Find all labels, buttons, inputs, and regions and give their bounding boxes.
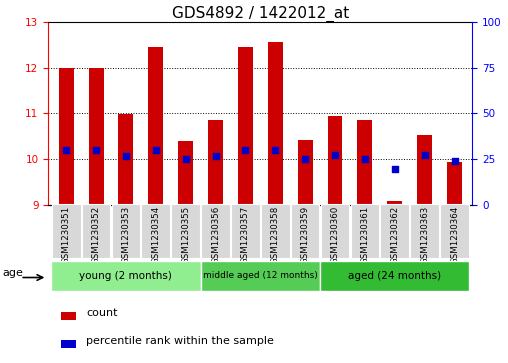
Point: [391, 167, 399, 172]
Text: GSM1230363: GSM1230363: [420, 206, 429, 264]
Bar: [417, 135, 432, 205]
FancyBboxPatch shape: [141, 204, 170, 258]
Text: GSM1230357: GSM1230357: [241, 206, 250, 264]
Point: [181, 156, 189, 162]
Bar: [59, 68, 74, 205]
Bar: [298, 140, 312, 205]
FancyBboxPatch shape: [351, 204, 379, 258]
Point: [241, 147, 249, 153]
Point: [421, 152, 429, 158]
Bar: [88, 68, 104, 205]
FancyBboxPatch shape: [231, 204, 260, 258]
Point: [122, 153, 130, 159]
Point: [331, 152, 339, 158]
Text: GSM1230360: GSM1230360: [331, 206, 339, 264]
Point: [211, 153, 219, 159]
Point: [62, 147, 70, 153]
Text: GSM1230359: GSM1230359: [301, 206, 310, 264]
FancyBboxPatch shape: [201, 261, 320, 290]
Text: GSM1230362: GSM1230362: [390, 206, 399, 264]
FancyBboxPatch shape: [261, 204, 290, 258]
Text: percentile rank within the sample: percentile rank within the sample: [86, 336, 274, 346]
Bar: [208, 120, 223, 205]
Point: [301, 156, 309, 162]
Point: [451, 158, 459, 164]
FancyBboxPatch shape: [380, 204, 409, 258]
FancyBboxPatch shape: [410, 204, 439, 258]
Text: GSM1230364: GSM1230364: [450, 206, 459, 264]
Bar: [118, 114, 134, 205]
Point: [92, 147, 100, 153]
FancyBboxPatch shape: [321, 204, 350, 258]
FancyBboxPatch shape: [51, 261, 201, 290]
FancyBboxPatch shape: [52, 204, 81, 258]
Text: young (2 months): young (2 months): [79, 271, 172, 281]
Text: GSM1230351: GSM1230351: [61, 206, 71, 264]
Text: GSM1230352: GSM1230352: [91, 206, 101, 264]
Bar: [268, 42, 283, 205]
Bar: [61, 339, 76, 348]
FancyBboxPatch shape: [112, 204, 140, 258]
FancyBboxPatch shape: [201, 204, 230, 258]
Bar: [447, 162, 462, 205]
Text: GSM1230358: GSM1230358: [271, 206, 280, 264]
Point: [271, 147, 279, 153]
Bar: [178, 141, 193, 205]
Text: GSM1230354: GSM1230354: [151, 206, 161, 264]
Title: GDS4892 / 1422012_at: GDS4892 / 1422012_at: [172, 5, 349, 22]
Bar: [387, 200, 402, 205]
Text: count: count: [86, 308, 118, 318]
Text: middle aged (12 months): middle aged (12 months): [203, 272, 318, 280]
FancyBboxPatch shape: [171, 204, 200, 258]
Bar: [358, 120, 372, 205]
Bar: [148, 47, 163, 205]
FancyBboxPatch shape: [440, 204, 469, 258]
Bar: [328, 116, 342, 205]
Bar: [61, 312, 76, 320]
FancyBboxPatch shape: [291, 204, 320, 258]
Text: GSM1230355: GSM1230355: [181, 206, 190, 264]
Text: age: age: [3, 268, 23, 278]
Text: GSM1230353: GSM1230353: [121, 206, 131, 264]
Text: GSM1230356: GSM1230356: [211, 206, 220, 264]
FancyBboxPatch shape: [82, 204, 110, 258]
Bar: [238, 47, 253, 205]
Point: [361, 156, 369, 162]
FancyBboxPatch shape: [320, 261, 469, 290]
Text: GSM1230361: GSM1230361: [360, 206, 369, 264]
Point: [152, 147, 160, 153]
Text: aged (24 months): aged (24 months): [348, 271, 441, 281]
